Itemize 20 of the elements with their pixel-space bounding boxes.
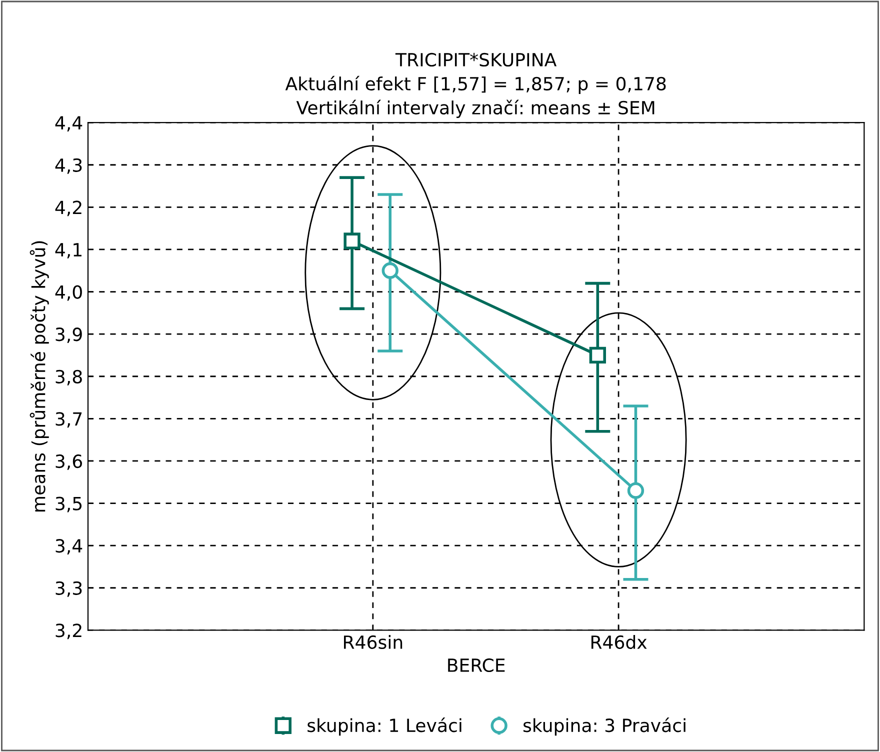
y-tick-label: 3,3 (56, 581, 82, 597)
y-tick-label: 4,0 (55, 285, 82, 301)
y-tick-label: 4,3 (55, 158, 82, 174)
y-tick-label: 3,8 (56, 370, 82, 386)
y-tick-label: 3,5 (56, 496, 82, 512)
y-tick-label: 3,2 (56, 624, 82, 640)
y-tick-label: 4,4 (55, 116, 82, 132)
x-tick-label: R46sin (344, 635, 402, 650)
legend-label: skupina: 1 Leváci (308, 717, 462, 736)
y-tick-label: 3,7 (56, 412, 82, 428)
legend-label: skupina: 3 Praváci (524, 717, 686, 736)
y-tick-label: 3,4 (56, 539, 82, 555)
y-tick-label: 4,1 (55, 243, 82, 258)
y-tick-label: 3,6 (56, 454, 82, 470)
y-axis-title: means (průměrné počty kyvů) (30, 241, 49, 512)
x-axis-title: BERCE (448, 658, 505, 672)
y-tick-label: 4,2 (55, 200, 82, 216)
x-tick-label: R46dx (591, 635, 647, 650)
y-tick-label: 3,9 (56, 328, 82, 344)
chart-title: TRICIPIT*SKUPINA Aktuální efekt F [1,57] = 1,857; p = 0,178 Vertikální intervaly značí: means ± SEM (285, 52, 666, 118)
